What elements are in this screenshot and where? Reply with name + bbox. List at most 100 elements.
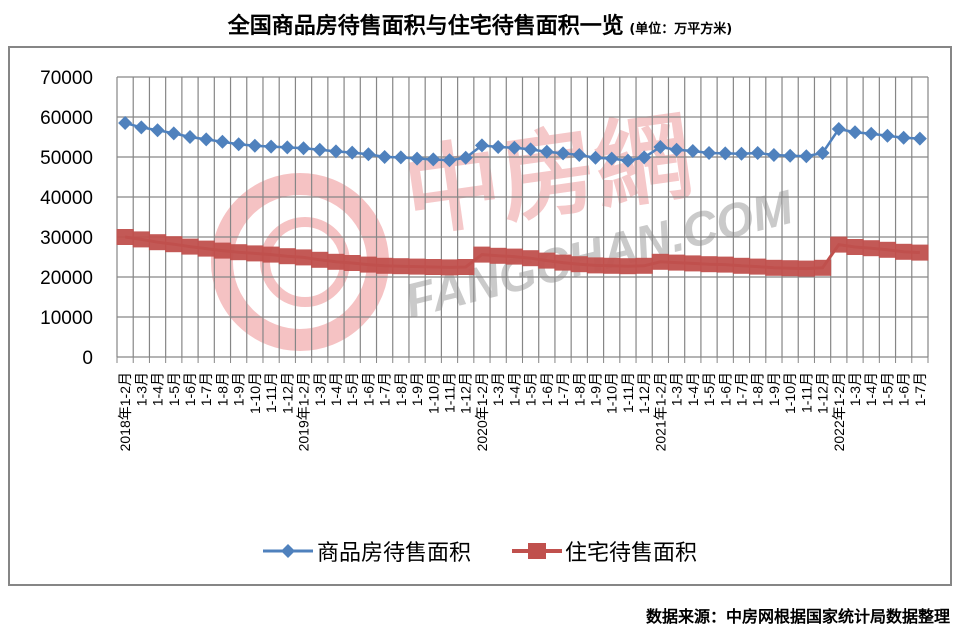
square-marker-icon — [148, 234, 167, 251]
y-tick-label: 70000 — [40, 68, 93, 89]
legend-square-icon — [528, 543, 546, 559]
square-marker-icon — [181, 238, 199, 255]
square-marker-icon — [359, 256, 378, 273]
square-marker-icon — [262, 246, 280, 263]
y-tick-label: 10000 — [40, 308, 93, 329]
square-marker-icon — [554, 254, 572, 271]
series-2 — [116, 229, 929, 277]
square-marker-icon — [424, 259, 442, 275]
diamond-marker-icon — [328, 144, 343, 159]
x-tick-label: 1-3月 — [669, 372, 685, 406]
diamond-marker-icon — [766, 148, 781, 162]
diamond-marker-icon — [685, 144, 700, 158]
square-marker-icon — [294, 249, 313, 266]
x-tick-label: 1-3月 — [847, 372, 863, 406]
x-tick-label: 1-9月 — [409, 372, 425, 406]
diamond-marker-icon — [215, 134, 230, 149]
diamond-marker-icon — [912, 131, 927, 146]
diamond-marker-icon — [831, 122, 846, 136]
square-marker-icon — [278, 248, 296, 265]
x-tick-label: 1-12月 — [815, 372, 831, 414]
x-tick-label: 1-3月 — [312, 372, 328, 406]
x-tick-label: 1-5月 — [166, 372, 182, 406]
legend-diamond-icon — [281, 544, 295, 558]
chart-title-unit: (单位：万平方米) — [629, 22, 733, 37]
x-tick-label: 1-6月 — [182, 372, 198, 406]
diamond-marker-icon — [491, 140, 506, 154]
square-marker-icon — [781, 260, 799, 277]
x-tick-label: 1-4月 — [863, 372, 879, 406]
x-tick-label: 1-8月 — [571, 372, 587, 406]
square-marker-icon — [619, 258, 637, 275]
square-marker-icon — [489, 247, 507, 264]
y-tick-label: 60000 — [40, 108, 93, 129]
legend-label-1: 商品房待售面积 — [317, 541, 471, 566]
x-tick-label: 1-8月 — [214, 372, 230, 406]
x-tick-label: 1-4月 — [506, 372, 522, 406]
square-marker-icon — [376, 257, 394, 274]
square-marker-icon — [538, 252, 556, 269]
diamond-marker-icon — [556, 146, 571, 161]
square-marker-icon — [327, 253, 345, 270]
square-marker-icon — [473, 246, 491, 263]
square-marker-icon — [878, 241, 897, 258]
chart-title: 全国商品房待售面积与住宅待售面积一览 (单位：万平方米) — [0, 8, 960, 40]
x-tick-label: 1-9月 — [587, 372, 603, 406]
square-marker-icon — [862, 240, 880, 257]
x-tick-label: 1-10月 — [604, 372, 620, 414]
diamond-marker-icon — [247, 138, 262, 153]
square-marker-icon — [311, 251, 329, 268]
diamond-marker-icon — [393, 150, 408, 165]
diamond-marker-icon — [669, 142, 684, 157]
diamond-marker-icon — [150, 123, 165, 138]
x-tick-label: 1-3月 — [490, 372, 506, 406]
x-tick-label: 1-11月 — [442, 372, 458, 413]
square-marker-icon — [132, 231, 150, 248]
y-axis: 0 10000 20000 30000 40000 50000 60000 70000 — [40, 68, 93, 369]
x-tick-label: 1-12月 — [279, 372, 295, 414]
x-tick-label: 1-6月 — [896, 372, 912, 406]
x-tick-label: 1-12月 — [458, 372, 474, 414]
diamond-marker-icon — [134, 120, 149, 135]
diamond-marker-icon — [312, 142, 327, 157]
x-tick-label: 1-11月 — [620, 372, 636, 413]
square-marker-icon — [586, 257, 605, 274]
x-tick-label: 1-6月 — [360, 372, 376, 406]
x-tick-label: 1-10月 — [425, 372, 441, 414]
square-marker-icon — [165, 236, 183, 253]
diamond-marker-icon — [880, 128, 895, 143]
diamond-marker-icon — [296, 141, 311, 156]
x-tick-label: 1-4月 — [150, 372, 166, 406]
x-tick-label: 1-10月 — [782, 372, 798, 414]
square-marker-icon — [570, 256, 588, 273]
square-marker-icon — [408, 258, 426, 275]
square-marker-icon — [830, 236, 848, 253]
legend: 商品房待售面积 住宅待售面积 — [263, 541, 697, 566]
diamond-marker-icon — [572, 148, 587, 162]
y-tick-label: 20000 — [40, 268, 93, 289]
x-tick-label: 2020年1-2月 — [474, 372, 490, 451]
diamond-marker-icon — [702, 146, 717, 160]
diamond-marker-icon — [604, 151, 619, 166]
diamond-marker-icon — [442, 153, 457, 168]
square-marker-icon — [440, 259, 459, 276]
data-series — [116, 116, 929, 277]
x-tick-label: 1-7月 — [912, 372, 928, 406]
x-tick-label: 1-5月 — [879, 372, 895, 406]
x-tick-label: 1-5月 — [344, 372, 360, 406]
diamond-marker-icon — [864, 126, 879, 141]
diamond-marker-icon — [426, 152, 441, 167]
x-tick-label: 1-8月 — [750, 372, 766, 406]
square-marker-icon — [635, 257, 653, 274]
diamond-marker-icon — [523, 142, 538, 157]
square-marker-icon — [700, 256, 718, 273]
diamond-marker-icon — [896, 130, 911, 145]
diamond-marker-icon — [815, 146, 830, 160]
square-marker-icon — [813, 259, 832, 276]
diamond-marker-icon — [653, 140, 668, 154]
square-marker-icon — [457, 259, 475, 275]
square-marker-icon — [651, 253, 669, 270]
x-tick-label: 1-9月 — [766, 372, 782, 406]
x-tick-label: 1-7月 — [733, 372, 749, 406]
